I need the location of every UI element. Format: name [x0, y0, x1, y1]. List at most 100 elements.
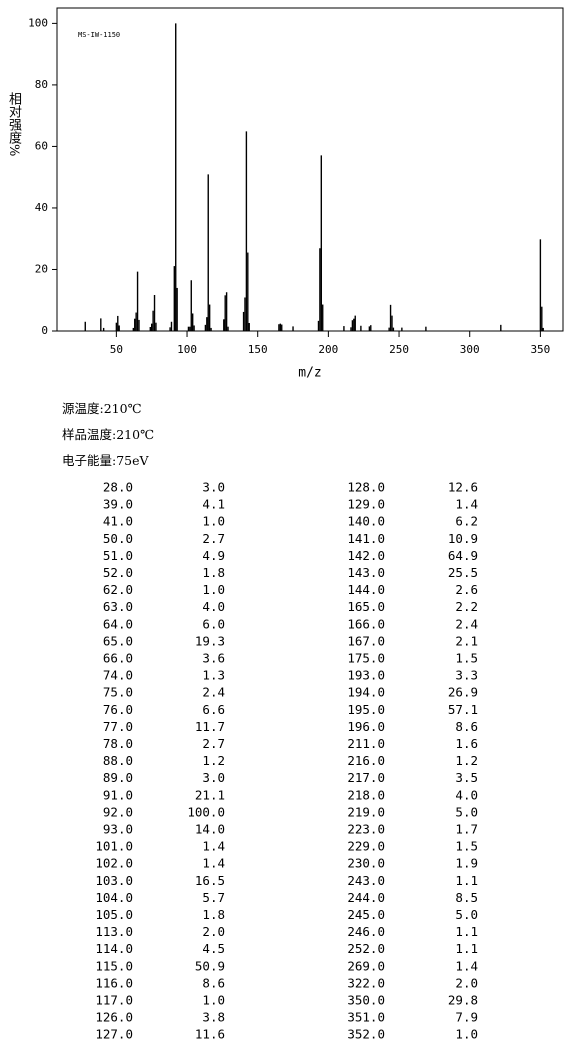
- table-cell: 3.5: [455, 770, 478, 785]
- table-cell: 1.0: [202, 582, 225, 597]
- table-cell: 93.0: [103, 822, 133, 837]
- table-cell: 41.0: [103, 514, 133, 529]
- table-cell: 127.0: [95, 1027, 133, 1042]
- table-cell: 88.0: [103, 753, 133, 768]
- x-tick-label: 150: [248, 343, 268, 356]
- table-cell: 218.0: [347, 787, 385, 802]
- table-cell: 78.0: [103, 736, 133, 751]
- peak-table: 28.0 3.0 128.0 12.6 39.0 4.1 129.0 1.4 41.0 1.0 14…: [95, 480, 478, 1042]
- table-cell: 140.0: [347, 514, 385, 529]
- table-cell: 65.0: [103, 633, 133, 648]
- table-cell: 63.0: [103, 599, 133, 614]
- table-cell: 66.0: [103, 651, 133, 666]
- table-cell: 3.8: [202, 1010, 225, 1025]
- table-cell: 143.0: [347, 565, 385, 580]
- table-cell: 243.0: [347, 873, 385, 888]
- table-cell: 1.4: [202, 856, 225, 871]
- table-cell: 16.5: [195, 873, 225, 888]
- table-cell: 3.0: [202, 770, 225, 785]
- plot-frame: [56, 7, 564, 332]
- table-cell: 51.0: [103, 548, 133, 563]
- table-cell: 229.0: [347, 839, 385, 854]
- table-cell: 1.1: [455, 941, 478, 956]
- table-cell: 103.0: [95, 873, 133, 888]
- table-cell: 14.0: [195, 822, 225, 837]
- x-tick-label: 250: [389, 343, 409, 356]
- table-cell: 5.0: [455, 804, 478, 819]
- annotation: MS-IW-1150: [78, 31, 120, 39]
- table-cell: 194.0: [347, 685, 385, 700]
- table-cell: 223.0: [347, 822, 385, 837]
- table-cell: 269.0: [347, 958, 385, 973]
- y-tick-label: 0: [41, 324, 48, 337]
- table-cell: 1.8: [202, 565, 225, 580]
- y-tick-label: 40: [35, 201, 48, 214]
- table-cell: 1.0: [455, 1027, 478, 1042]
- table-cell: 245.0: [347, 907, 385, 922]
- table-cell: 50.0: [103, 531, 133, 546]
- table-cell: 52.0: [103, 565, 133, 580]
- table-cell: 104.0: [95, 890, 133, 905]
- table-cell: 1.6: [455, 736, 478, 751]
- x-tick-label: 350: [530, 343, 550, 356]
- table-cell: 4.9: [202, 548, 225, 563]
- x-tick-label: 100: [177, 343, 197, 356]
- table-cell: 216.0: [347, 753, 385, 768]
- table-cell: 7.9: [455, 1010, 478, 1025]
- table-cell: 8.6: [455, 719, 478, 734]
- table-cell: 11.6: [195, 1027, 225, 1042]
- table-cell: 91.0: [103, 787, 133, 802]
- table-cell: 4.0: [455, 787, 478, 802]
- table-cell: 64.9: [448, 548, 478, 563]
- table-cell: 4.0: [202, 599, 225, 614]
- x-tick-label: 200: [318, 343, 338, 356]
- table-cell: 252.0: [347, 941, 385, 956]
- table-cell: 141.0: [347, 531, 385, 546]
- table-cell: 129.0: [347, 497, 385, 512]
- table-cell: 114.0: [95, 941, 133, 956]
- table-cell: 2.4: [202, 685, 225, 700]
- table-cell: 115.0: [95, 958, 133, 973]
- table-cell: 89.0: [103, 770, 133, 785]
- table-cell: 2.4: [455, 616, 478, 631]
- table-cell: 195.0: [347, 702, 385, 717]
- table-cell: 2.7: [202, 736, 225, 751]
- table-cell: 102.0: [95, 856, 133, 871]
- table-cell: 29.8: [448, 993, 478, 1008]
- table-cell: 322.0: [347, 975, 385, 990]
- table-cell: 1.9: [455, 856, 478, 871]
- table-cell: 244.0: [347, 890, 385, 905]
- table-cell: 28.0: [103, 480, 133, 495]
- chart: MS-IW-1150 m/z 0 20 40 60 80 100 50 100 150 200 25…: [28, 7, 564, 381]
- table-cell: 62.0: [103, 582, 133, 597]
- table-cell: 166.0: [347, 616, 385, 631]
- y-tick-label: 60: [35, 139, 48, 152]
- table-cell: 142.0: [347, 548, 385, 563]
- condition: 源温度:210℃: [62, 401, 142, 416]
- table-cell: 4.5: [202, 941, 225, 956]
- table-cell: 117.0: [95, 993, 133, 1008]
- y-tick-label: 100: [28, 16, 48, 29]
- table-cell: 351.0: [347, 1010, 385, 1025]
- table-cell: 5.7: [202, 890, 225, 905]
- table-cell: 116.0: [95, 975, 133, 990]
- table-cell: 219.0: [347, 804, 385, 819]
- table-cell: 2.7: [202, 531, 225, 546]
- table-cell: 10.9: [448, 531, 478, 546]
- table-cell: 352.0: [347, 1027, 385, 1042]
- table-cell: 50.9: [195, 958, 225, 973]
- table-cell: 1.7: [455, 822, 478, 837]
- table-cell: 1.1: [455, 924, 478, 939]
- table-cell: 167.0: [347, 633, 385, 648]
- table-cell: 144.0: [347, 582, 385, 597]
- table-cell: 1.0: [202, 993, 225, 1008]
- table-cell: 105.0: [95, 907, 133, 922]
- table-cell: 1.5: [455, 839, 478, 854]
- table-cell: 57.1: [448, 702, 478, 717]
- table-cell: 2.2: [455, 599, 478, 614]
- table-cell: 350.0: [347, 993, 385, 1008]
- condition: 电子能量:75eV: [62, 453, 149, 468]
- condition: 样品温度:210℃: [62, 427, 155, 442]
- table-cell: 1.4: [455, 497, 478, 512]
- table-cell: 74.0: [103, 668, 133, 683]
